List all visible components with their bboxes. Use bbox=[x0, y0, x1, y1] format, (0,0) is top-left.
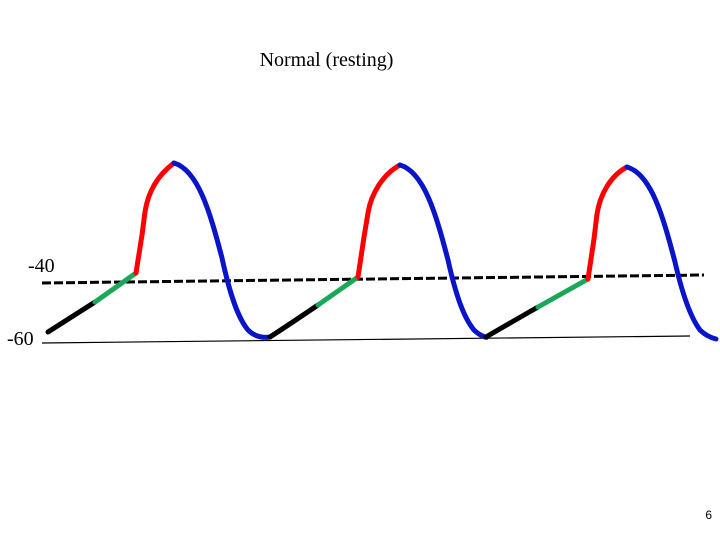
resting-phase-segment bbox=[45, 299, 98, 335]
upstroke-segment bbox=[585, 164, 630, 282]
resting-phase-segment bbox=[483, 304, 541, 340]
slow-depolarization-segment bbox=[535, 276, 591, 310]
threshold-line bbox=[41, 273, 705, 285]
repolarization-segment bbox=[624, 164, 719, 342]
repolarization-segment bbox=[171, 160, 273, 340]
diagram-title: Normal (resting) bbox=[259, 49, 394, 71]
upstroke-segment bbox=[355, 162, 403, 280]
repolarization-segment bbox=[397, 162, 490, 340]
slow-depolarization-segment bbox=[315, 274, 361, 308]
upstroke-segment bbox=[133, 160, 177, 276]
resting-line bbox=[41, 335, 691, 344]
slow-depolarization-segment bbox=[92, 270, 139, 305]
threshold-label: -40 bbox=[28, 255, 55, 277]
resting-phase-segment bbox=[267, 302, 321, 340]
slide-number: 6 bbox=[705, 508, 712, 522]
resting-label: -60 bbox=[7, 328, 34, 350]
